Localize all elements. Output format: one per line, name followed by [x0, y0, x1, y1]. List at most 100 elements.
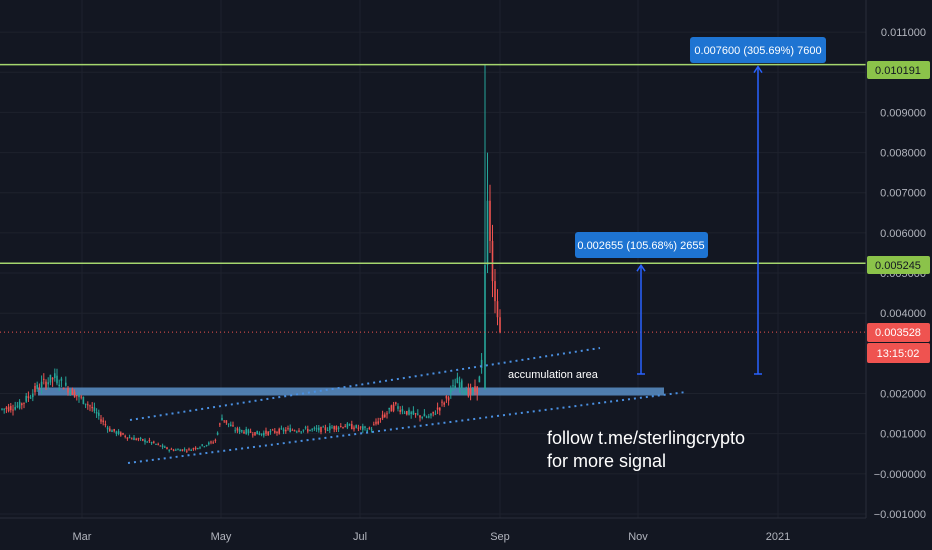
candle-body — [443, 402, 445, 405]
candle-body — [188, 448, 190, 450]
lower-trend-line[interactable] — [127, 391, 687, 464]
candle-body — [146, 441, 148, 443]
candle-body — [408, 409, 410, 415]
upper-trend-line[interactable] — [129, 347, 601, 421]
candle-body — [476, 386, 478, 395]
candle-body — [78, 394, 80, 398]
y-tick-label: 0.007000 — [880, 188, 926, 200]
candle-body — [258, 433, 261, 435]
candle-body — [23, 402, 25, 404]
candle-body — [155, 443, 157, 445]
candle-body — [467, 388, 470, 397]
candle-body — [280, 428, 283, 430]
candle-body — [491, 240, 494, 282]
candle-body — [133, 437, 135, 441]
candle-body — [14, 406, 16, 410]
candle-body — [113, 429, 115, 432]
candle-body — [278, 428, 280, 434]
candle-body — [67, 387, 69, 393]
candle-body — [177, 449, 179, 451]
accumulation-area-label[interactable]: accumulation area — [508, 369, 599, 381]
candle-body — [124, 435, 126, 437]
candle-body — [357, 427, 360, 429]
accumulation-zone — [38, 387, 664, 396]
candle-body — [199, 447, 201, 449]
candle-body — [489, 200, 491, 241]
candle-body — [157, 443, 159, 445]
accumulation-zone-box[interactable] — [38, 387, 664, 396]
candle-body — [392, 404, 395, 411]
candle-body — [84, 403, 87, 405]
grid — [0, 0, 866, 518]
y-tick-label: −0.001000 — [874, 509, 926, 521]
candle-body — [337, 427, 340, 429]
candle-body — [95, 412, 98, 414]
candle-body — [172, 449, 175, 451]
candle-body — [109, 428, 111, 432]
candle-body — [285, 429, 287, 432]
candle-body — [45, 381, 47, 388]
candles — [1, 64, 501, 453]
candle-body — [342, 427, 344, 429]
candle-body — [421, 417, 423, 419]
candle-body — [484, 265, 486, 390]
time-axis[interactable]: Mar May Jul Sep Nov 2021 — [73, 531, 791, 543]
candle-body — [128, 437, 131, 439]
candle-body — [71, 388, 74, 396]
candle-body — [406, 410, 408, 415]
candle-body — [359, 426, 362, 428]
candle-body — [139, 437, 142, 439]
candle-body — [274, 430, 276, 433]
candle-body — [65, 382, 67, 386]
candle-body — [318, 427, 320, 431]
candle-body — [43, 378, 45, 380]
measure-arrow-lower[interactable] — [636, 263, 646, 375]
candle-body — [263, 432, 265, 436]
candle-body — [348, 424, 351, 426]
x-tick-label: Nov — [628, 531, 648, 543]
candle-body — [267, 431, 269, 435]
candle-body — [148, 439, 151, 442]
candle-body — [302, 429, 305, 431]
candle-body — [397, 406, 399, 409]
candle-body — [496, 301, 499, 318]
candle-body — [142, 439, 144, 441]
measure-arrowhead — [636, 263, 646, 272]
candle-body — [166, 447, 168, 450]
candle-body — [29, 397, 32, 399]
candle-body — [386, 413, 388, 415]
measure-tag-upper[interactable]: 0.007600 (305.69%) 7600 — [690, 37, 826, 63]
level-lines — [0, 63, 866, 333]
candle-body — [432, 411, 434, 414]
candle-body — [58, 384, 60, 387]
candle-body — [3, 408, 5, 410]
candle-body — [225, 420, 228, 423]
candle-body — [117, 431, 120, 435]
candle-body — [430, 413, 432, 416]
promo-line-2[interactable]: for more signal — [547, 451, 666, 471]
candle-body — [126, 437, 129, 439]
price-axis: 0.0110000.0100000.0090000.0080000.007000… — [874, 27, 926, 521]
candle-body — [307, 428, 309, 432]
candle-body — [150, 442, 153, 444]
candle-body — [122, 433, 124, 435]
measure-arrow-upper[interactable] — [753, 65, 763, 375]
x-tick-label: May — [211, 531, 232, 543]
measure-tag-lower[interactable]: 0.002655 (105.68%) 2655 — [575, 232, 708, 258]
measure-tag-lower-text: 0.002655 (105.68%) 2655 — [577, 240, 704, 252]
candle-body — [104, 424, 107, 426]
candle-body — [346, 423, 349, 428]
promo-line-1[interactable]: follow t.me/sterlingcrypto — [547, 428, 745, 448]
candle-body — [494, 281, 496, 302]
candle-body — [82, 396, 85, 404]
measure-arrowhead — [753, 65, 763, 74]
candle-body — [234, 430, 236, 432]
candle-body — [414, 413, 417, 415]
candle-body — [219, 423, 221, 425]
candle-body — [254, 432, 256, 436]
candle-body — [271, 429, 274, 431]
candle-body — [486, 200, 489, 266]
candle-body — [223, 420, 225, 422]
